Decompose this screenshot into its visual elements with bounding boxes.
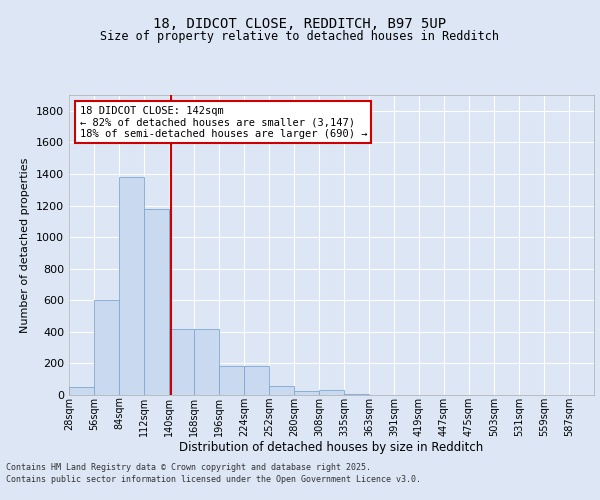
Bar: [144, 208, 169, 395]
Bar: [194, 328, 218, 395]
Y-axis label: Number of detached properties: Number of detached properties: [20, 158, 31, 332]
X-axis label: Distribution of detached houses by size in Redditch: Distribution of detached houses by size …: [179, 442, 484, 454]
Bar: [269, 386, 293, 395]
Bar: [169, 328, 193, 395]
Text: 18, DIDCOT CLOSE, REDDITCH, B97 5UP: 18, DIDCOT CLOSE, REDDITCH, B97 5UP: [154, 18, 446, 32]
Bar: [69, 387, 94, 395]
Bar: [219, 366, 244, 395]
Bar: [344, 394, 368, 395]
Bar: [119, 177, 143, 395]
Bar: [294, 391, 319, 395]
Text: 18 DIDCOT CLOSE: 142sqm
← 82% of detached houses are smaller (3,147)
18% of semi: 18 DIDCOT CLOSE: 142sqm ← 82% of detache…: [79, 106, 367, 138]
Bar: [319, 390, 343, 395]
Text: Contains public sector information licensed under the Open Government Licence v3: Contains public sector information licen…: [6, 475, 421, 484]
Bar: [94, 300, 119, 395]
Bar: [244, 366, 269, 395]
Text: Contains HM Land Registry data © Crown copyright and database right 2025.: Contains HM Land Registry data © Crown c…: [6, 462, 371, 471]
Text: Size of property relative to detached houses in Redditch: Size of property relative to detached ho…: [101, 30, 499, 43]
